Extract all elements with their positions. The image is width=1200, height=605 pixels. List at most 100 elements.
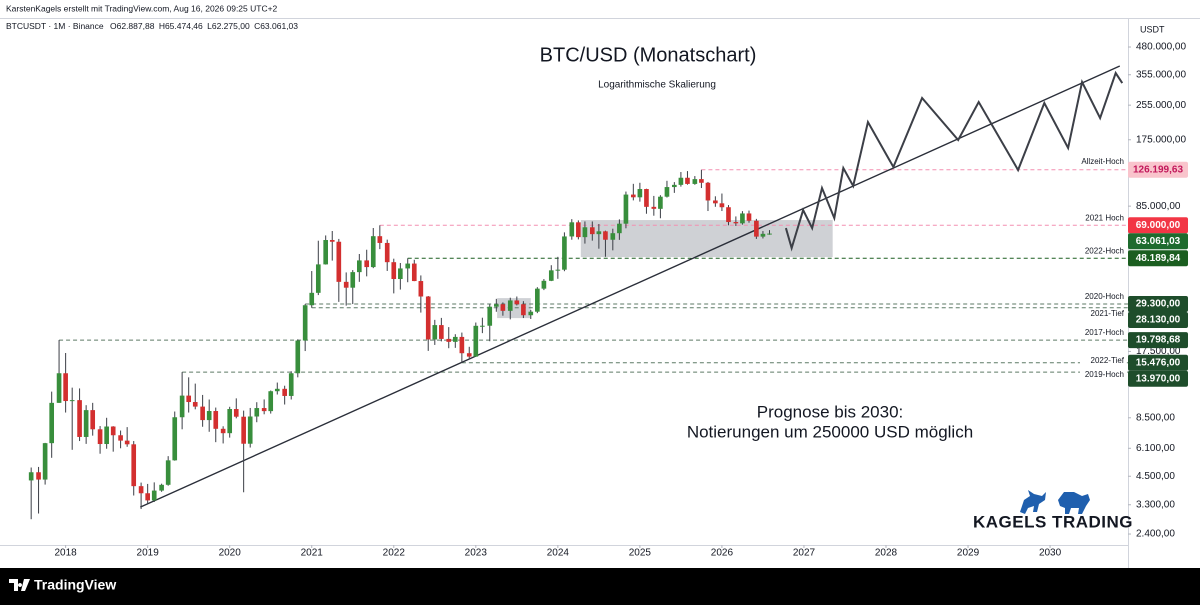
candle-body [713,200,718,204]
candle-body [535,288,540,312]
candle-body [767,233,772,235]
candle-body [384,242,390,263]
x-tick-label: 2023 [465,548,488,559]
candle-body [521,304,526,316]
candle-body [145,493,150,501]
candle-body [124,440,130,445]
price-box [1128,233,1188,250]
candle-body [733,222,739,224]
candle-body [63,373,68,402]
candle-body [740,213,745,224]
level-name: 2021 Hoch [1085,213,1124,222]
level-name: 2022-Tief [1091,356,1125,365]
y-tick-label: 2.400,00 [1136,529,1175,540]
candle-body [610,233,616,240]
candle-body [480,325,485,327]
candle-body [576,222,581,238]
price-box-label: 13.970,00 [1136,373,1181,384]
candle-body [562,236,567,270]
candle-body [261,408,267,412]
open-info: O62.887,88 [110,21,155,31]
price-box-label: 29.300,00 [1136,299,1181,310]
level-name: Allzeit-Hoch [1081,157,1124,166]
y-tick-label: 480.000,00 [1136,42,1186,53]
candle-body [254,408,260,417]
candle-body [398,268,403,280]
x-tick-label: 2024 [547,548,570,559]
symbol: BTCUSDT · 1M · Binance [6,21,104,31]
y-tick-label: 17.500,00 [1136,346,1181,357]
candle-body [90,410,96,430]
candle-body [493,304,499,307]
candle-body [200,406,205,421]
x-tick-label: 2026 [711,548,734,559]
candle-body [302,305,308,341]
candle-body [77,400,82,437]
candle-body [377,236,383,243]
x-tick-label: 2028 [875,548,898,559]
logo-icon [1020,490,1090,514]
candle-body [487,306,493,326]
candle-body [288,373,294,396]
candle-body [439,325,444,339]
y-tick-label: 85.000,00 [1136,201,1181,212]
level-name: 2022-Hoch [1085,246,1124,255]
candle-body [69,400,75,402]
candle-body [118,435,123,441]
candle-body [658,196,663,209]
y-tick-label: 4.500,00 [1136,471,1175,482]
candle-body [664,187,670,197]
candle-body [370,236,376,268]
candle-body [309,292,315,306]
candle-body [685,177,690,184]
candle-body [692,179,698,184]
y-tick-label: 8.500,00 [1136,412,1175,423]
candle-body [754,220,759,237]
candle-body [555,269,561,271]
candle-body [179,395,185,418]
level-name-bg [1080,355,1126,366]
candle-body [541,280,547,289]
price-box-label: 15.476,00 [1136,357,1181,368]
candle-body [343,281,349,288]
candle-body [36,472,41,480]
candle-body [206,411,212,421]
level-name: 2020-Hoch [1085,292,1124,301]
x-tick-label: 2019 [137,548,160,559]
x-tick-label: 2022 [383,548,406,559]
price-box-label: 28.130,00 [1136,315,1181,326]
y-tick-label: 3.300,00 [1136,499,1175,510]
candle-body [514,300,520,305]
candle-body [589,227,595,235]
footer-brand: TradingView [34,577,116,593]
candle-body [329,240,335,242]
candle-body [165,460,171,485]
candle-body [446,338,452,342]
candle-body [233,409,239,417]
price-box [1128,250,1188,267]
axes: 2018 2019 2020 2021 2022 2023 2024 2025 2026 2027… [55,42,1188,559]
price-box-label: 126.199,63 [1133,164,1183,175]
candle-body [705,182,711,201]
plot-area: Allzeit-Hoch 2021 Hoch 2022-Hoch 2020-Hoch 2… [28,65,1128,520]
candle-body [459,336,465,354]
candle-body [151,490,157,501]
level-name-bg [1080,370,1126,381]
price-box [1128,161,1188,178]
candle-body [110,426,116,436]
chart-title: BTC/USD (Monatschart) [540,44,757,66]
x-tick-label: 2020 [219,548,242,559]
candle-body [411,263,417,282]
price-box [1128,217,1188,234]
axis-unit: USDT [1140,24,1165,34]
candle-body [138,486,144,494]
level-name: 2021-Tief [1091,309,1125,318]
candle-body [630,194,636,198]
candle-body [391,262,397,280]
annotation: Prognose bis 2030: [757,402,904,421]
candle-body [104,426,109,445]
candle-body [473,325,479,357]
candle-body [432,325,438,340]
